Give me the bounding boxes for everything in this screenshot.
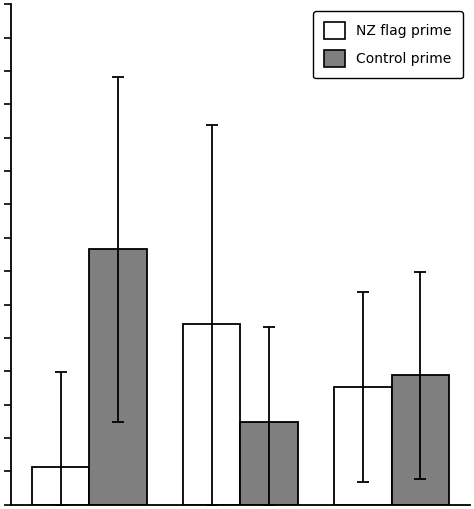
Bar [334,387,392,505]
Bar [90,249,147,505]
Bar [32,467,90,505]
Legend: NZ flag prime, Control prime: NZ flag prime, Control prime [313,11,463,78]
Bar [240,422,298,505]
Bar [183,324,240,505]
Bar [392,375,449,505]
